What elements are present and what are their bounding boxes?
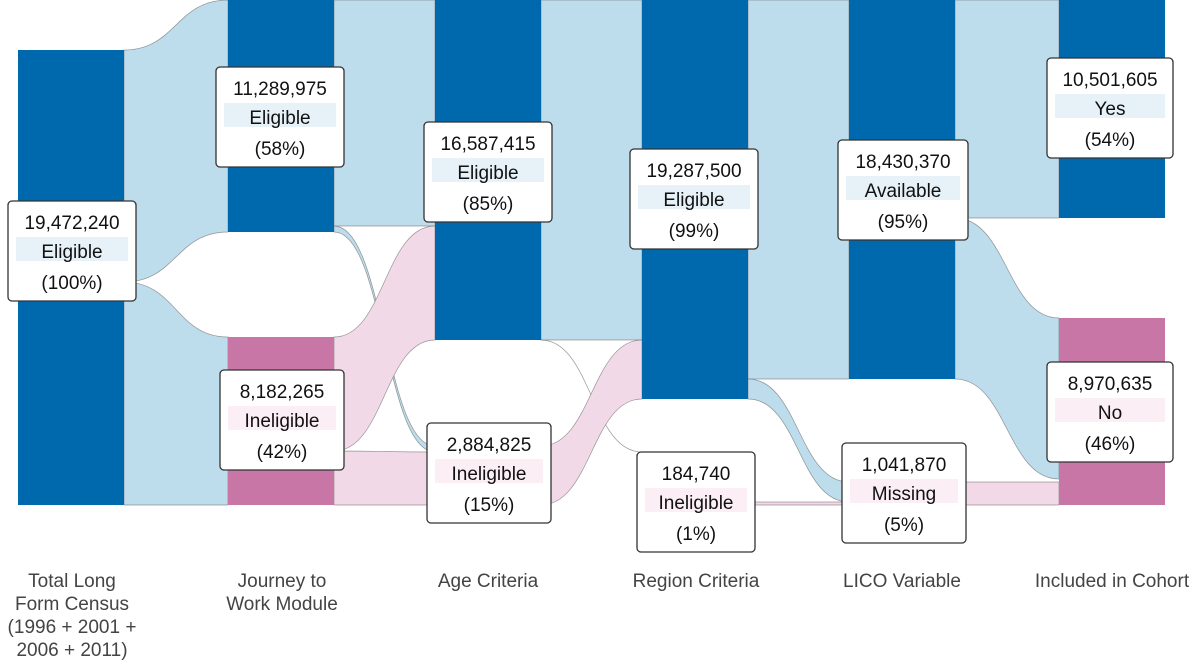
- column-label-region-line-1: Region Criteria: [633, 571, 760, 592]
- node-label-lico-missing: Missing: [872, 484, 936, 505]
- node-label-age-ineligible: Ineligible: [452, 464, 527, 485]
- column-label-total-line-4: 2006 + 2011): [16, 640, 127, 661]
- node-value-age-ineligible: 2,884,825: [447, 435, 532, 456]
- column-label-total-line-1: Total Long: [28, 571, 116, 592]
- flow-journey-eligible: [123, 0, 229, 283]
- label-cohort-yes: 10,501,605 Yes (54%): [1046, 57, 1174, 159]
- label-tint-region-ineligible: [645, 488, 747, 512]
- node-label-region-ineligible: Ineligible: [659, 493, 734, 514]
- node-value-cohort-no: 8,970,635: [1068, 374, 1153, 395]
- label-journey-eligible: 11,289,975 Eligible (58%): [215, 66, 345, 168]
- label-age-ineligible: 2,884,825 Ineligible (15%): [426, 422, 552, 524]
- flow-je-to-age-eligible: [333, 0, 436, 227]
- column-label-journey-line-1: Journey to: [238, 571, 327, 592]
- node-label-total-eligible: Eligible: [41, 242, 102, 263]
- node-percent-region-eligible: (99%): [669, 221, 720, 242]
- node-percent-lico-available: (95%): [878, 212, 929, 233]
- flow-la-to-cohort-yes: [954, 0, 1060, 219]
- node-label-age-eligible: Eligible: [457, 163, 518, 184]
- node-label-cohort-no: No: [1098, 403, 1122, 424]
- flow-journey-ineligible: [123, 281, 229, 506]
- node-percent-total-eligible: (100%): [41, 273, 102, 294]
- node-percent-journey-ineligible: (42%): [257, 442, 308, 463]
- node-label-lico-available: Available: [865, 181, 942, 202]
- node-value-lico-available: 18,430,370: [855, 152, 950, 173]
- label-tint-lico-available: [846, 176, 960, 200]
- label-region-eligible: 19,287,500 Eligible (99%): [629, 148, 759, 250]
- label-lico-missing: 1,041,870 Missing (5%): [841, 442, 967, 544]
- column-label-lico-line-1: LICO Variable: [843, 571, 961, 592]
- node-label-cohort-yes: Yes: [1095, 99, 1126, 120]
- node-value-total-eligible: 19,472,240: [24, 213, 119, 234]
- node-label-journey-ineligible: Ineligible: [245, 411, 320, 432]
- flow-ji-to-age-eligible: [333, 225, 436, 452]
- node-value-lico-missing: 1,041,870: [862, 455, 947, 476]
- label-region-ineligible: 184,740 Ineligible (1%): [636, 451, 756, 553]
- node-value-region-ineligible: 184,740: [662, 464, 731, 485]
- node-percent-cohort-no: (46%): [1085, 434, 1136, 455]
- node-value-cohort-yes: 10,501,605: [1062, 70, 1157, 91]
- column-label-total-line-3: (1996 + 2001 +: [8, 617, 137, 638]
- node-percent-age-ineligible: (15%): [464, 495, 515, 516]
- flow-layer: [123, 0, 1060, 506]
- node-value-region-eligible: 19,287,500: [646, 161, 741, 182]
- label-cohort-no: 8,970,635 No (46%): [1046, 361, 1174, 463]
- label-tint-age-ineligible: [435, 459, 543, 483]
- node-percent-journey-eligible: (58%): [255, 139, 306, 160]
- label-tint-journey-eligible: [224, 103, 336, 127]
- label-tint-total-eligible: [16, 237, 128, 261]
- node-label-region-eligible: Eligible: [663, 190, 724, 211]
- flow-la-to-cohort-no: [954, 217, 1060, 480]
- column-label-cohort-line-1: Included in Cohort: [1035, 571, 1190, 592]
- label-tint-cohort-yes: [1055, 94, 1165, 118]
- label-lico-available: 18,430,370 Available (95%): [837, 139, 969, 241]
- label-layer: 19,472,240 Eligible (100%) 11,289,975 Eligib…: [7, 57, 1174, 553]
- flow-ri-to-lico-missing: [747, 501, 850, 506]
- node-label-journey-eligible: Eligible: [249, 108, 310, 129]
- label-total-eligible: 19,472,240 Eligible (100%): [7, 200, 137, 302]
- column-label-total-line-2: Form Census: [15, 594, 129, 615]
- label-tint-region-eligible: [638, 185, 750, 209]
- label-tint-cohort-no: [1055, 398, 1165, 422]
- column-label-age-line-1: Age Criteria: [438, 571, 539, 592]
- node-percent-cohort-yes: (54%): [1085, 130, 1136, 151]
- label-tint-lico-missing: [850, 479, 958, 503]
- node-value-journey-eligible: 11,289,975: [233, 79, 327, 100]
- node-percent-age-eligible: (85%): [463, 194, 514, 215]
- node-percent-lico-missing: (5%): [884, 515, 924, 536]
- label-age-eligible: 16,587,415 Eligible (85%): [423, 121, 553, 223]
- node-value-journey-ineligible: 8,182,265: [240, 382, 325, 403]
- flow-re-to-lico-available: [747, 0, 850, 380]
- label-journey-ineligible: 8,182,265 Ineligible (42%): [219, 369, 345, 471]
- flow-ji-to-age-ineligible: [333, 450, 436, 506]
- column-label-journey-line-2: Work Module: [226, 594, 338, 615]
- flow-ai-to-region-eligible: [540, 339, 643, 506]
- flow-ae-to-region-eligible: [540, 0, 643, 341]
- label-tint-age-eligible: [432, 158, 544, 182]
- node-percent-region-ineligible: (1%): [676, 524, 716, 545]
- node-value-age-eligible: 16,587,415: [440, 134, 535, 155]
- flow-re-to-lico-missing: [747, 378, 850, 503]
- label-tint-journey-ineligible: [228, 406, 336, 430]
- flow-lm-to-cohort-no: [954, 481, 1060, 506]
